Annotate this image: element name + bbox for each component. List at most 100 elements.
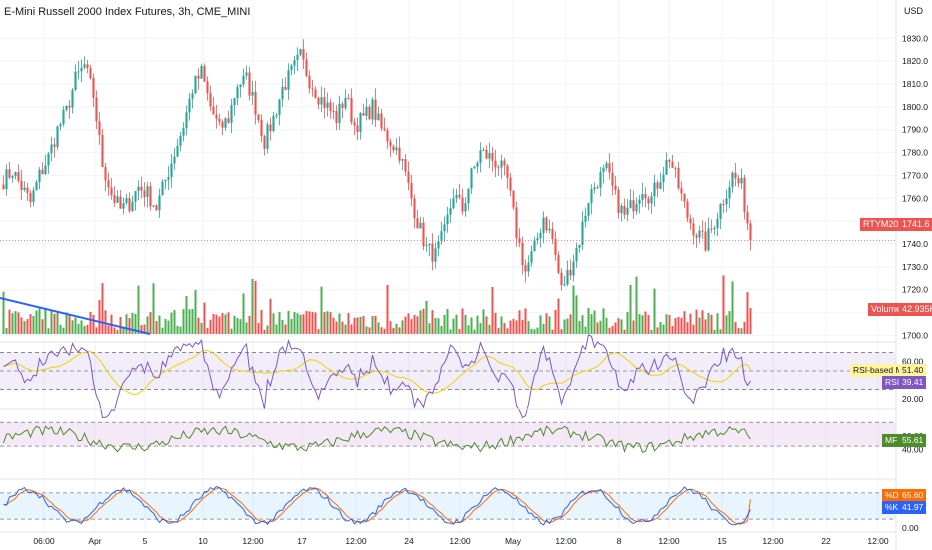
candle-body xyxy=(281,86,284,100)
volume-bar xyxy=(644,311,647,334)
volume-bar xyxy=(20,317,23,334)
candle-body xyxy=(689,218,692,224)
candle-body xyxy=(356,125,359,132)
candle-body xyxy=(149,186,152,207)
candle-body xyxy=(548,228,551,231)
time-tick-label: 12:00 xyxy=(762,536,784,546)
volume-bar xyxy=(152,283,155,334)
candle-body xyxy=(347,97,350,99)
price-tick-label: 1700.0 xyxy=(902,330,928,340)
candle-body xyxy=(503,160,506,166)
volume-bar xyxy=(332,317,335,334)
candle-body xyxy=(206,81,209,93)
volume-bar xyxy=(719,329,722,334)
candle-body xyxy=(683,193,686,202)
symbol-badge: RTYM2023 xyxy=(860,218,912,231)
price-axis[interactable]: 1830.0 1820.0 1810.0 1800.0 1790.0 1780.0 1770… xyxy=(895,0,928,550)
volume-bar xyxy=(26,319,29,334)
volume-bar xyxy=(557,298,560,334)
volume-bar xyxy=(527,321,530,334)
pane-band xyxy=(0,422,896,447)
candle-body xyxy=(539,232,542,239)
time-tick-label: 12:00 xyxy=(242,536,264,546)
candle-body xyxy=(620,205,623,214)
volume-bar xyxy=(335,321,338,334)
volume-bar xyxy=(656,327,659,334)
volume-bar xyxy=(611,325,614,334)
candle-body xyxy=(707,228,710,251)
volume-bar xyxy=(260,310,263,334)
volume-bar xyxy=(68,314,71,334)
volume-bar xyxy=(317,329,320,334)
volume-bar xyxy=(584,326,587,334)
time-axis[interactable]: 06:00 Apr 5 10 12:00 17 12:00 24 12:00 May 12:00 8 1… xyxy=(0,531,896,546)
volume-bar xyxy=(125,314,128,334)
volume-bar xyxy=(542,324,545,334)
volume-bar xyxy=(401,320,404,334)
candle-body xyxy=(299,49,302,55)
k-value: 41.97 xyxy=(899,501,927,514)
candle-body xyxy=(77,71,80,73)
candle-body xyxy=(290,65,293,71)
price-tick-label: 1740.0 xyxy=(902,239,928,249)
candle-body xyxy=(170,163,173,177)
candle-body xyxy=(416,218,419,229)
volume-bar xyxy=(674,317,677,334)
volume-bar xyxy=(236,318,239,334)
candle-body xyxy=(725,198,728,205)
time-tick-label: 10 xyxy=(198,536,208,546)
candle-body xyxy=(158,195,161,211)
stoch-d-line xyxy=(3,487,751,525)
stoch-k-line xyxy=(3,486,751,526)
volume-bar xyxy=(602,308,605,334)
candle-body xyxy=(104,167,107,181)
candle-body xyxy=(146,186,149,198)
candle-body xyxy=(581,221,584,245)
volume-bar xyxy=(416,316,419,334)
volume-bar xyxy=(284,324,287,334)
candle-body xyxy=(302,49,305,60)
candle-body xyxy=(578,244,581,248)
volume-bar xyxy=(128,317,131,334)
candle-body xyxy=(656,182,659,189)
trend-line-segment xyxy=(0,297,151,335)
volume-bar xyxy=(320,286,323,334)
candle-body xyxy=(479,150,482,163)
candle-body xyxy=(392,146,395,151)
candle-body xyxy=(311,88,314,90)
candle-body xyxy=(32,190,35,203)
stochastic-pane xyxy=(0,478,896,526)
candle-body xyxy=(362,113,365,116)
volume-bar xyxy=(290,319,293,334)
candle-body xyxy=(11,176,14,178)
candle-body xyxy=(425,245,428,247)
candle-body xyxy=(20,180,23,190)
volume-bar xyxy=(497,328,500,334)
trend-line xyxy=(0,297,151,335)
volume-bar xyxy=(620,319,623,334)
candle-body xyxy=(476,162,479,167)
candle-body xyxy=(398,147,401,161)
volume-bar xyxy=(647,315,650,334)
candle-body xyxy=(692,223,695,236)
volume-bar xyxy=(299,314,302,334)
candle-body xyxy=(713,228,716,230)
candle-body xyxy=(611,172,614,186)
volume-bar xyxy=(50,310,53,334)
candle-body xyxy=(680,188,683,194)
volume-bar xyxy=(569,314,572,334)
price-tick-label: 1790.0 xyxy=(902,125,928,135)
volume-bar xyxy=(566,318,569,334)
candle-body xyxy=(185,112,188,129)
volume-bar xyxy=(17,312,20,334)
candle-body xyxy=(371,99,374,120)
candle-body xyxy=(17,171,20,181)
time-tick-label: 12:00 xyxy=(449,536,471,546)
time-tick-label: 12:00 xyxy=(658,536,680,546)
rsi-line xyxy=(3,334,751,419)
volume-bar xyxy=(218,316,221,334)
candle-body xyxy=(440,231,443,242)
candle-body xyxy=(329,102,332,111)
candles xyxy=(0,39,896,291)
last-price-badge: 1741.6 xyxy=(899,218,932,231)
